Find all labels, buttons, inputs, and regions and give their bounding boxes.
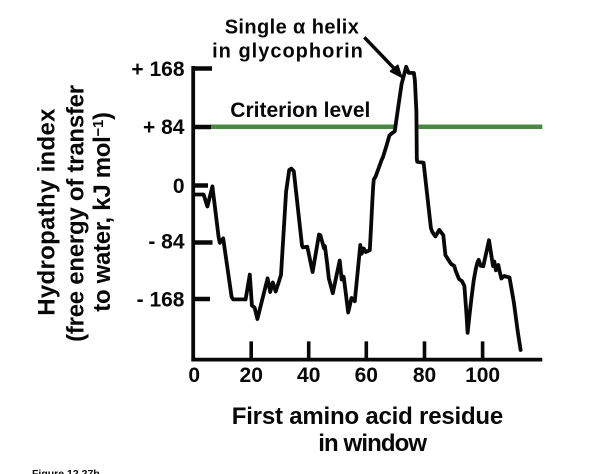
svg-text:40: 40 xyxy=(297,364,320,387)
svg-text:(free energy of transfer: (free energy of transfer xyxy=(62,85,89,342)
svg-text:+ 84: + 84 xyxy=(143,116,185,139)
svg-text:0: 0 xyxy=(173,175,185,198)
svg-text:in glycophorin: in glycophorin xyxy=(212,41,364,63)
svg-text:60: 60 xyxy=(355,364,378,387)
svg-text:- 84: - 84 xyxy=(148,230,185,253)
svg-text:First amino acid residue: First amino acid residue xyxy=(232,403,503,430)
svg-text:Hydropathy index: Hydropathy index xyxy=(33,108,60,316)
svg-text:+ 168: + 168 xyxy=(131,58,184,81)
svg-text:Single α helix: Single α helix xyxy=(225,17,360,39)
svg-text:- 168: - 168 xyxy=(137,289,185,312)
svg-text:100: 100 xyxy=(465,364,500,387)
svg-text:to water, kJ mol−1): to water, kJ mol−1) xyxy=(89,112,116,311)
svg-text:in window: in window xyxy=(318,430,427,457)
svg-text:Criterion level: Criterion level xyxy=(230,99,370,122)
svg-text:Figure 12.27b: Figure 12.27b xyxy=(32,468,100,474)
svg-text:80: 80 xyxy=(413,364,436,387)
svg-text:0: 0 xyxy=(188,364,200,387)
svg-text:20: 20 xyxy=(240,364,263,387)
